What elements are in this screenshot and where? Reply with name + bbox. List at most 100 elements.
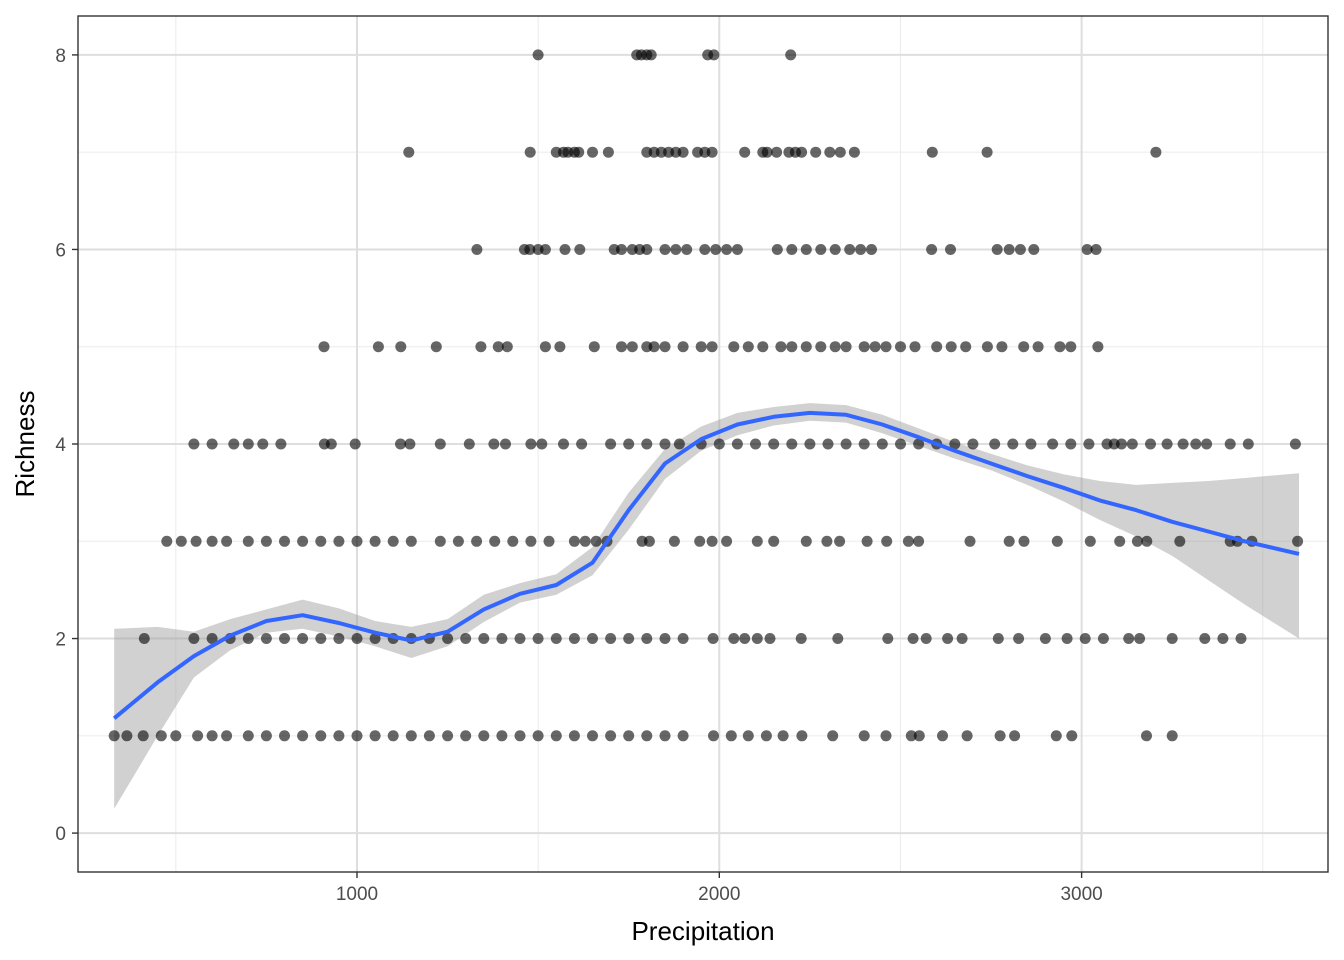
data-point [659, 730, 671, 742]
data-point [804, 438, 816, 450]
data-point [981, 146, 993, 158]
data-point [221, 730, 233, 742]
data-point [866, 244, 877, 255]
data-point [460, 730, 472, 742]
data-point [242, 730, 254, 742]
data-point [824, 146, 836, 158]
data-point [827, 730, 839, 742]
data-point [949, 438, 961, 450]
y-tick-label: 8 [55, 46, 66, 67]
data-point [942, 633, 954, 644]
data-point [568, 535, 580, 547]
data-point [137, 730, 149, 742]
data-point [1131, 535, 1143, 547]
data-point [832, 633, 844, 644]
data-point [677, 146, 689, 158]
data-point [1081, 244, 1093, 255]
data-point [768, 535, 780, 547]
data-point [961, 730, 973, 742]
data-point [1050, 730, 1062, 742]
data-point [297, 535, 309, 547]
data-point [1199, 633, 1211, 644]
data-point [992, 633, 1004, 644]
data-point [659, 341, 671, 353]
data-point [829, 244, 841, 255]
data-point [869, 341, 881, 353]
data-point [550, 730, 562, 742]
data-point [706, 146, 718, 158]
data-point [909, 341, 921, 353]
data-point [297, 633, 309, 644]
data-point [587, 146, 598, 158]
data-point [1051, 535, 1063, 547]
data-point [1289, 438, 1301, 450]
data-point [325, 438, 337, 450]
data-point [206, 535, 218, 547]
data-point [1079, 633, 1091, 644]
data-point [742, 341, 754, 353]
data-point [206, 730, 218, 742]
data-point [1217, 633, 1229, 644]
data-point [796, 146, 808, 158]
data-point [387, 730, 399, 742]
data-point [967, 438, 979, 450]
data-point [795, 633, 807, 644]
data-point [442, 633, 454, 644]
data-point [442, 730, 454, 742]
data-point [981, 341, 993, 353]
data-point [514, 730, 526, 742]
data-point [771, 146, 783, 158]
data-point [590, 535, 602, 547]
data-point [568, 633, 580, 644]
data-point [558, 438, 569, 450]
data-point [1141, 730, 1152, 742]
data-point [822, 438, 834, 450]
data-point [643, 535, 655, 547]
data-point [260, 633, 272, 644]
data-point [524, 146, 536, 158]
data-point [796, 730, 808, 742]
data-point [750, 438, 761, 450]
data-point [913, 730, 925, 742]
data-point [623, 633, 635, 644]
data-point [815, 341, 827, 353]
data-point [532, 49, 544, 61]
data-point [855, 244, 867, 255]
data-point [1014, 244, 1026, 255]
data-point [532, 730, 544, 742]
data-point [742, 730, 754, 742]
data-point [349, 438, 361, 450]
y-axis: 0 2 4 6 8 [55, 46, 78, 845]
data-point [706, 341, 718, 353]
data-point [821, 535, 833, 547]
data-point [403, 146, 415, 158]
data-point [138, 633, 150, 644]
data-point [728, 341, 740, 353]
data-point [554, 341, 566, 353]
data-point [1039, 633, 1051, 644]
data-point [242, 633, 254, 644]
data-point [1065, 438, 1077, 450]
data-point [297, 730, 309, 742]
data-point [708, 49, 720, 61]
data-point [760, 730, 772, 742]
data-point [994, 730, 1006, 742]
data-point [1025, 438, 1037, 450]
data-point [496, 633, 508, 644]
data-point [257, 438, 269, 450]
data-point [728, 633, 740, 644]
data-point [945, 341, 957, 353]
data-point [206, 633, 218, 644]
data-point [463, 438, 475, 450]
data-point [645, 49, 657, 61]
data-point [170, 730, 182, 742]
data-point [751, 535, 763, 547]
data-point [677, 633, 689, 644]
y-tick-label: 0 [55, 824, 66, 845]
data-point [568, 730, 580, 742]
data-point [539, 341, 551, 353]
data-point [525, 535, 537, 547]
data-point [920, 633, 932, 644]
